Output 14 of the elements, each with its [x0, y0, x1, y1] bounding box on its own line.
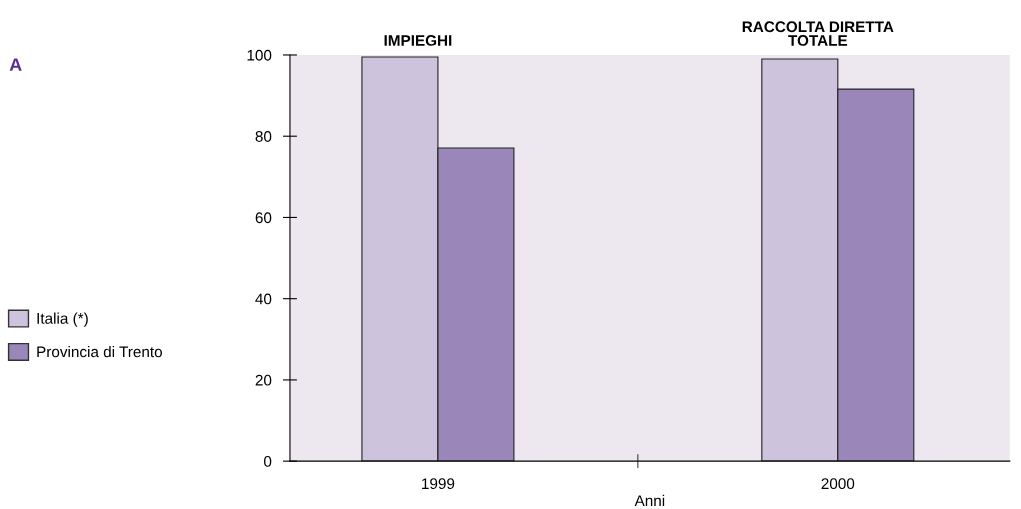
- legend-label: Provincia di Trento: [37, 346, 162, 358]
- y-tick-label: 40: [255, 293, 272, 305]
- y-tick-label: 0: [264, 456, 272, 467]
- y-tick-label: 20: [255, 374, 272, 386]
- legend-label: Italia (*): [37, 312, 88, 327]
- y-tick-label: 60: [255, 212, 272, 224]
- x-axis-title: Anni: [634, 494, 665, 506]
- y-tick-label: 100: [247, 49, 272, 61]
- text: A: [9, 58, 22, 71]
- text: IMPIEGHI: [384, 35, 452, 46]
- text: RACCOLTA DIRETTA TOTALE: [742, 21, 894, 46]
- y-tick-label: 80: [255, 131, 272, 142]
- x-tick-label: 1999: [422, 478, 455, 490]
- x-tick-label: 2000: [821, 478, 855, 490]
